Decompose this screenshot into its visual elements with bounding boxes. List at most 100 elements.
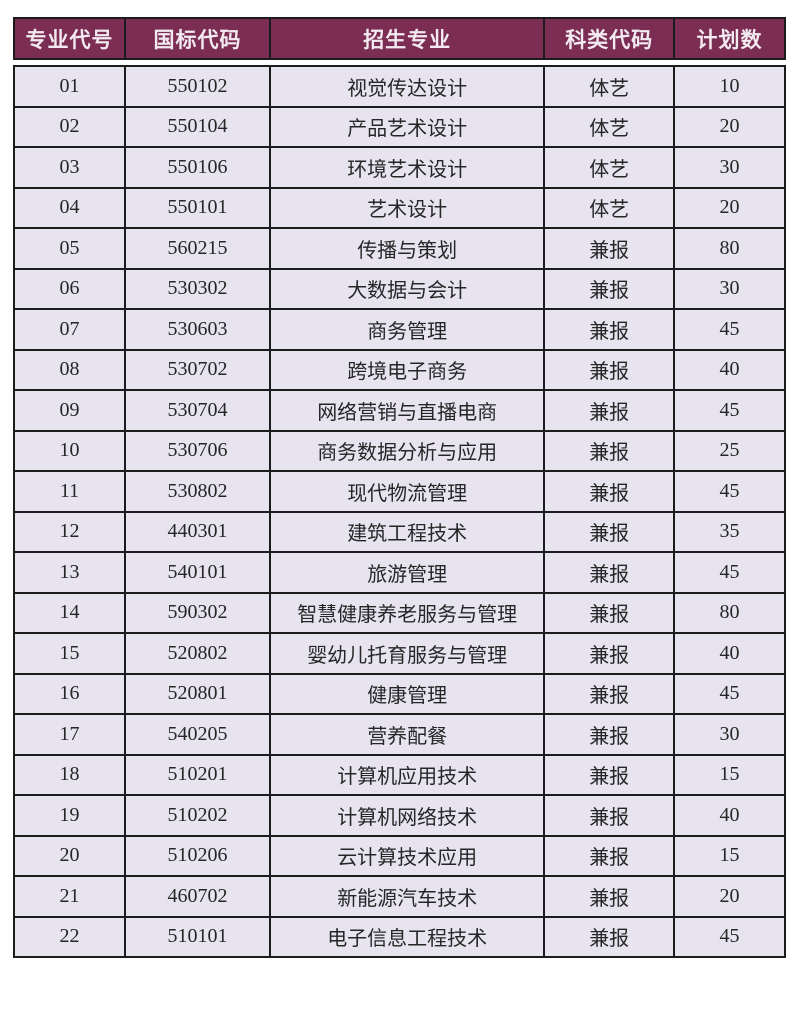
cell-major-number: 05 — [12, 227, 127, 270]
cell-major-number: 08 — [12, 348, 127, 391]
column-header-national-code: 国标代码 — [124, 17, 271, 60]
cell-plan-count: 30 — [672, 713, 787, 756]
cell-national-code: 510101 — [124, 915, 271, 958]
cell-plan-count: 30 — [672, 146, 787, 189]
table-row: 17 540205 营养配餐 兼报 30 — [12, 713, 787, 756]
cell-category-code: 兼报 — [543, 915, 675, 958]
cell-national-code: 510201 — [124, 753, 271, 796]
cell-major-name: 现代物流管理 — [268, 470, 546, 513]
cell-major-name: 大数据与会计 — [268, 267, 546, 310]
cell-major-number: 18 — [12, 753, 127, 796]
cell-plan-count: 80 — [672, 227, 787, 270]
cell-major-name: 新能源汽车技术 — [268, 875, 546, 918]
cell-major-name: 商务管理 — [268, 308, 546, 351]
cell-major-number: 19 — [12, 794, 127, 837]
cell-plan-count: 45 — [672, 551, 787, 594]
cell-national-code: 510206 — [124, 834, 271, 877]
cell-category-code: 兼报 — [543, 348, 675, 391]
cell-major-number: 09 — [12, 389, 127, 432]
cell-category-code: 兼报 — [543, 389, 675, 432]
cell-plan-count: 20 — [672, 105, 787, 148]
cell-major-number: 04 — [12, 186, 127, 229]
cell-major-number: 07 — [12, 308, 127, 351]
cell-plan-count: 20 — [672, 186, 787, 229]
cell-major-name: 传播与策划 — [268, 227, 546, 270]
cell-plan-count: 45 — [672, 470, 787, 513]
cell-national-code: 530704 — [124, 389, 271, 432]
table-row: 06 530302 大数据与会计 兼报 30 — [12, 267, 787, 310]
table-row: 13 540101 旅游管理 兼报 45 — [12, 551, 787, 594]
cell-national-code: 550106 — [124, 146, 271, 189]
cell-national-code: 540101 — [124, 551, 271, 594]
cell-major-name: 智慧健康养老服务与管理 — [268, 591, 546, 634]
cell-category-code: 兼报 — [543, 429, 675, 472]
column-header-category-code: 科类代码 — [543, 17, 675, 60]
column-header-major-number: 专业代号 — [12, 17, 127, 60]
cell-major-name: 产品艺术设计 — [268, 105, 546, 148]
column-header-plan-count: 计划数 — [672, 17, 787, 60]
cell-category-code: 体艺 — [543, 186, 675, 229]
cell-national-code: 550101 — [124, 186, 271, 229]
cell-major-number: 14 — [12, 591, 127, 634]
cell-category-code: 体艺 — [543, 146, 675, 189]
cell-category-code: 体艺 — [543, 65, 675, 108]
cell-plan-count: 45 — [672, 308, 787, 351]
cell-major-name: 计算机网络技术 — [268, 794, 546, 837]
cell-plan-count: 45 — [672, 672, 787, 715]
cell-major-name: 电子信息工程技术 — [268, 915, 546, 958]
cell-national-code: 590302 — [124, 591, 271, 634]
cell-national-code: 550104 — [124, 105, 271, 148]
cell-plan-count: 15 — [672, 834, 787, 877]
cell-major-number: 21 — [12, 875, 127, 918]
cell-major-number: 22 — [12, 915, 127, 958]
table-row: 11 530802 现代物流管理 兼报 45 — [12, 470, 787, 513]
cell-major-name: 网络营销与直播电商 — [268, 389, 546, 432]
cell-category-code: 兼报 — [543, 834, 675, 877]
cell-plan-count: 30 — [672, 267, 787, 310]
cell-major-number: 17 — [12, 713, 127, 756]
cell-major-name: 旅游管理 — [268, 551, 546, 594]
table-row: 04 550101 艺术设计 体艺 20 — [12, 186, 787, 229]
cell-national-code: 520801 — [124, 672, 271, 715]
cell-category-code: 兼报 — [543, 753, 675, 796]
cell-national-code: 530603 — [124, 308, 271, 351]
cell-major-name: 计算机应用技术 — [268, 753, 546, 796]
cell-major-name: 跨境电子商务 — [268, 348, 546, 391]
table-row: 05 560215 传播与策划 兼报 80 — [12, 227, 787, 270]
cell-plan-count: 80 — [672, 591, 787, 634]
cell-category-code: 兼报 — [543, 267, 675, 310]
cell-plan-count: 45 — [672, 389, 787, 432]
cell-plan-count: 25 — [672, 429, 787, 472]
admission-table-header: 专业代号 国标代码 招生专业 科类代码 计划数 — [12, 17, 787, 60]
cell-major-name: 营养配餐 — [268, 713, 546, 756]
cell-category-code: 兼报 — [543, 551, 675, 594]
cell-major-number: 16 — [12, 672, 127, 715]
cell-major-name: 环境艺术设计 — [268, 146, 546, 189]
table-row: 12 440301 建筑工程技术 兼报 35 — [12, 510, 787, 553]
cell-major-name: 视觉传达设计 — [268, 65, 546, 108]
cell-major-name: 婴幼儿托育服务与管理 — [268, 632, 546, 675]
table-row: 09 530704 网络营销与直播电商 兼报 45 — [12, 389, 787, 432]
column-header-major-name: 招生专业 — [268, 17, 546, 60]
cell-category-code: 体艺 — [543, 105, 675, 148]
table-body: 01 550102 视觉传达设计 体艺 10 02 550104 产品艺术设计 … — [12, 65, 787, 958]
cell-major-number: 03 — [12, 146, 127, 189]
cell-major-number: 01 — [12, 65, 127, 108]
cell-major-number: 11 — [12, 470, 127, 513]
table-row: 19 510202 计算机网络技术 兼报 40 — [12, 794, 787, 837]
cell-category-code: 兼报 — [543, 794, 675, 837]
table-row: 15 520802 婴幼儿托育服务与管理 兼报 40 — [12, 632, 787, 675]
table-row: 08 530702 跨境电子商务 兼报 40 — [12, 348, 787, 391]
table-row: 22 510101 电子信息工程技术 兼报 45 — [12, 915, 787, 958]
table-row: 18 510201 计算机应用技术 兼报 15 — [12, 753, 787, 796]
cell-category-code: 兼报 — [543, 672, 675, 715]
cell-national-code: 560215 — [124, 227, 271, 270]
cell-major-number: 02 — [12, 105, 127, 148]
table-row: 01 550102 视觉传达设计 体艺 10 — [12, 65, 787, 108]
cell-major-number: 20 — [12, 834, 127, 877]
cell-plan-count: 15 — [672, 753, 787, 796]
table-row: 14 590302 智慧健康养老服务与管理 兼报 80 — [12, 591, 787, 634]
cell-category-code: 兼报 — [543, 470, 675, 513]
cell-national-code: 530702 — [124, 348, 271, 391]
